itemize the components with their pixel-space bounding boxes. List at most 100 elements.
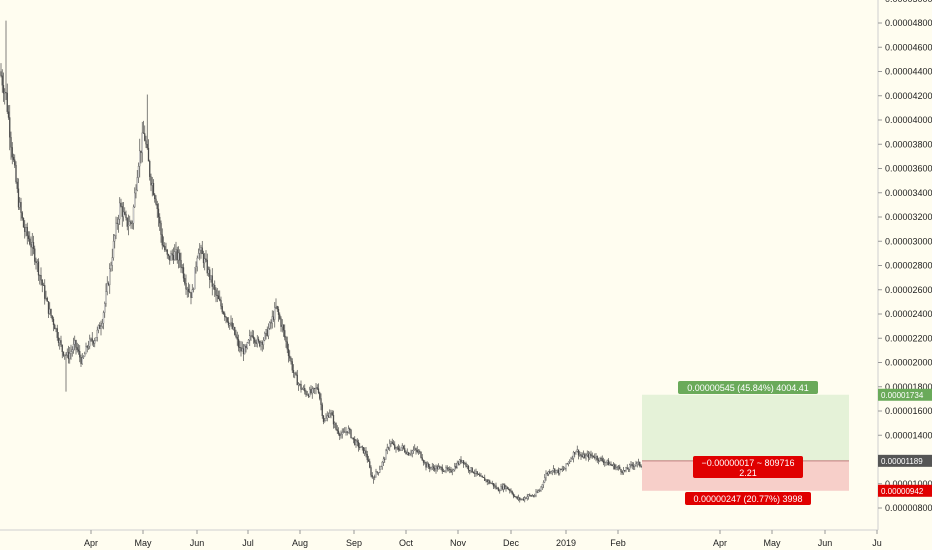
long-position-tool[interactable]: 0.00000545 (45.84%) 4004.41 −0.00000017 ~… [642, 381, 849, 505]
candle-body [392, 443, 395, 445]
candle-body [114, 235, 116, 242]
candle-body [415, 448, 417, 451]
candle-body [149, 160, 151, 177]
candle-body [476, 471, 478, 475]
candle-body [220, 300, 222, 307]
candle-body [266, 329, 268, 336]
candle-body [524, 497, 526, 501]
target-label-box [678, 381, 818, 394]
candle-body [186, 288, 188, 290]
candle-body [332, 415, 335, 425]
candle-body [137, 166, 140, 178]
candle-body [295, 372, 297, 376]
entry-label-line2: 2.21 [739, 468, 757, 478]
candle-body [150, 176, 152, 186]
candle-body [224, 313, 226, 318]
candle-body [242, 348, 245, 355]
candle-body [141, 132, 143, 153]
candle-body [161, 234, 163, 246]
candle-body [132, 206, 135, 224]
profit-zone[interactable] [642, 394, 849, 461]
candle-body [201, 247, 203, 255]
candle-body [102, 312, 105, 324]
candle-body [66, 351, 68, 356]
candle-body [522, 498, 525, 501]
candle-body [294, 372, 296, 374]
candle-body [119, 202, 121, 220]
candle-body [410, 453, 412, 455]
candle-body [386, 447, 388, 452]
candle-body [40, 275, 42, 281]
candle-body [271, 316, 273, 324]
candle-body [215, 289, 217, 296]
candle-body [482, 476, 485, 479]
candle-body [379, 469, 381, 473]
candle-body [425, 462, 427, 468]
candle-body [490, 483, 492, 484]
candle-body [134, 192, 136, 208]
candle-body [526, 496, 528, 499]
candle-body [190, 292, 192, 298]
candle-body [146, 144, 148, 149]
candle-body [34, 248, 36, 262]
candle-body [262, 339, 265, 345]
time-scale[interactable]: Apr May Jun Jul Aug Sep Oct Nov Dec 2019 Feb Apr May… [84, 530, 882, 548]
candle-body [449, 468, 451, 470]
candle-body [470, 467, 472, 472]
x-tick-label: May [134, 538, 152, 548]
candle-body [537, 490, 540, 493]
candle-body [212, 285, 215, 287]
candle-body [166, 249, 168, 255]
candle-body [344, 431, 346, 433]
candle-body [50, 308, 52, 316]
candle-body [89, 338, 91, 347]
candle-body [12, 157, 15, 160]
candle-body [302, 388, 305, 390]
y-tick-label: 0.00000800 [885, 503, 932, 513]
candle-body [409, 453, 411, 456]
candle-body [610, 463, 612, 466]
candle-body [505, 486, 507, 489]
candle-body [77, 349, 80, 352]
candle-body [606, 460, 608, 463]
candle-body [611, 464, 613, 467]
candle-body [177, 252, 180, 261]
candle-body [586, 453, 588, 456]
candle-body [312, 388, 315, 390]
y-tick-label: 0.00004800 [885, 18, 932, 28]
candle-body [494, 485, 496, 487]
candle-body [440, 466, 442, 468]
candle-body [540, 486, 542, 491]
candle-body [36, 261, 38, 264]
candle-body [625, 467, 627, 471]
candle-body [461, 460, 463, 463]
candle-body [211, 275, 213, 287]
candle-body [359, 447, 361, 448]
candle-body [487, 480, 490, 483]
candle-body [357, 442, 360, 448]
candle-body [11, 147, 13, 158]
candle-body [506, 486, 508, 490]
candle-body [245, 345, 247, 348]
candle-body [82, 356, 85, 358]
candle-body [71, 349, 73, 352]
candle-body [599, 457, 601, 462]
candle-body [404, 448, 406, 453]
candle-body [257, 338, 260, 342]
candle-body [2, 85, 5, 94]
candle-body [311, 388, 313, 394]
candle-body [142, 132, 145, 134]
candle-body [202, 253, 205, 264]
candle-body [411, 450, 413, 454]
candle-body [335, 423, 337, 430]
price-scale[interactable]: 0.000008000.000010000.000012000.00001400… [878, 0, 932, 513]
candle-body [574, 452, 576, 455]
candle-body [555, 470, 557, 473]
candle-body [9, 117, 11, 138]
candle-body [274, 307, 276, 320]
candle-body [565, 463, 567, 469]
candle-body [544, 477, 546, 483]
candle-body [106, 283, 108, 292]
candle-body [554, 468, 556, 473]
